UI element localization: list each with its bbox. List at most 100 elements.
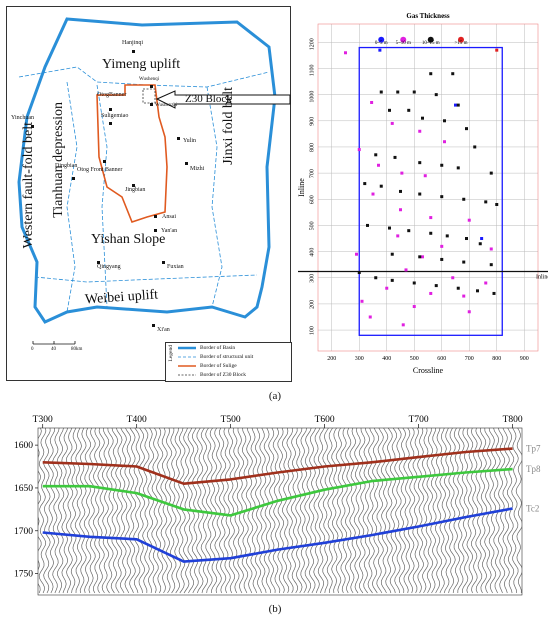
scatter-point <box>421 255 424 259</box>
trace-wiggle <box>385 428 393 594</box>
trace-wiggle <box>295 428 303 594</box>
caption-a: (a) <box>268 390 282 402</box>
scatter-point <box>418 161 422 165</box>
trace-wiggle <box>344 428 353 594</box>
basin-border <box>17 17 277 324</box>
trace-wiggle <box>471 428 479 594</box>
horizon-line <box>42 467 513 517</box>
horizon-label: Tc2 <box>526 504 539 514</box>
trace-wiggle <box>47 428 55 594</box>
trace-wiggle <box>335 428 343 594</box>
scatter-point <box>404 268 408 272</box>
legend-label: >15 m <box>455 41 468 46</box>
x-tick-label: T300 <box>33 415 53 425</box>
scatter-point <box>418 129 422 133</box>
scatter-point <box>366 223 369 227</box>
y-tick-label: 300 <box>309 274 315 283</box>
scatter-point <box>478 242 482 246</box>
z30-block-outline <box>142 88 156 104</box>
basin-map: Yimeng uplift Western fault-fold belt Ti… <box>6 6 292 382</box>
scatter-point <box>360 299 364 303</box>
trace-wiggle <box>371 428 380 594</box>
x-tick-label: T400 <box>127 415 147 425</box>
trace-wiggle <box>461 428 470 594</box>
place-wushenqi: Wushenqi <box>139 77 160 82</box>
scatter-point <box>489 263 493 267</box>
trace-wiggle <box>106 428 114 594</box>
trace-wiggle <box>286 428 294 594</box>
scatter-point <box>396 234 400 238</box>
trace-wiggle <box>281 428 290 594</box>
trace-wiggle <box>403 428 411 594</box>
place-suligemiao: Suligemiao <box>101 113 129 119</box>
trace-wiggle <box>259 428 267 594</box>
scatter-point <box>492 291 496 295</box>
region-yishan-slope: Yishan Slope <box>91 232 166 247</box>
trace-wiggle <box>219 428 227 594</box>
place-wushenzhi: Wushenzhi <box>155 103 178 108</box>
trace-wiggle <box>367 428 375 594</box>
scatter-point <box>377 163 380 167</box>
trace-wiggle <box>232 428 240 594</box>
scatter-point <box>393 155 397 159</box>
trace-wiggle <box>452 428 461 594</box>
scatter-point <box>374 153 378 157</box>
scatter-point <box>418 255 422 259</box>
map-legend: Legend Border of Basin Border of structu… <box>165 342 292 382</box>
z30-block-boundary <box>358 46 503 336</box>
scatter-point <box>462 197 466 201</box>
scatter-point <box>495 203 499 207</box>
trace-wiggle <box>398 428 407 594</box>
x-tick-label: 500 <box>410 356 419 362</box>
trace-wiggle <box>317 428 326 594</box>
trace-wiggle <box>407 428 416 594</box>
callout-arrow <box>155 90 291 109</box>
trace-wiggle <box>412 428 420 594</box>
scatter-point <box>484 281 488 285</box>
legend-marker <box>378 36 385 43</box>
trace-wiggle <box>322 428 330 594</box>
x-tick-label: 800 <box>492 356 501 362</box>
place-xian: Xi'an <box>157 327 170 333</box>
legend-item-sulige: Border of Sulige <box>200 363 237 369</box>
place-ansai: Ansai <box>162 214 176 220</box>
scatter-point <box>465 237 468 241</box>
scatter-point <box>484 200 488 204</box>
y-tick-label: 1650 <box>14 484 33 494</box>
place-yanan: Yan'an <box>161 228 178 234</box>
place-yulin: Yulin <box>183 138 197 144</box>
trace-wiggle <box>250 428 258 594</box>
trace-wiggle <box>475 428 483 594</box>
region-western-fault-fold-belt: Western fault-fold belt <box>21 122 36 249</box>
scatter-point <box>388 108 391 112</box>
place-yinchuan: Yinchuan <box>11 115 34 121</box>
trace-wiggle <box>70 428 78 594</box>
trace-wiggle <box>160 428 168 594</box>
scatter-point <box>473 145 477 149</box>
scatter-point <box>399 189 402 193</box>
seismic-traces <box>38 428 522 595</box>
scatter-point <box>344 51 347 55</box>
trace-wiggle <box>466 428 474 594</box>
scatter-point <box>412 305 416 309</box>
trace-wiggle <box>362 428 371 594</box>
scatter-point <box>371 192 375 196</box>
trace-wiggle <box>443 428 452 594</box>
scatter-point <box>456 286 460 290</box>
scatter-point <box>370 100 374 104</box>
scatter-point <box>489 171 493 175</box>
trace-wiggle <box>326 428 335 594</box>
scatter-point <box>390 252 394 256</box>
trace-wiggle <box>349 428 357 594</box>
scatter-point <box>440 244 444 248</box>
trace-wiggle <box>200 428 209 594</box>
scatter-point <box>456 166 460 170</box>
y-tick-label: 1750 <box>14 570 33 580</box>
scatter-point <box>465 127 468 131</box>
trace-wiggle <box>507 428 515 594</box>
scatter-point <box>462 294 466 298</box>
legend-label: 5~10 m <box>396 41 411 46</box>
trace-wiggle <box>515 428 522 593</box>
x-tick-label: 300 <box>355 356 364 362</box>
scatter-point <box>456 103 460 107</box>
